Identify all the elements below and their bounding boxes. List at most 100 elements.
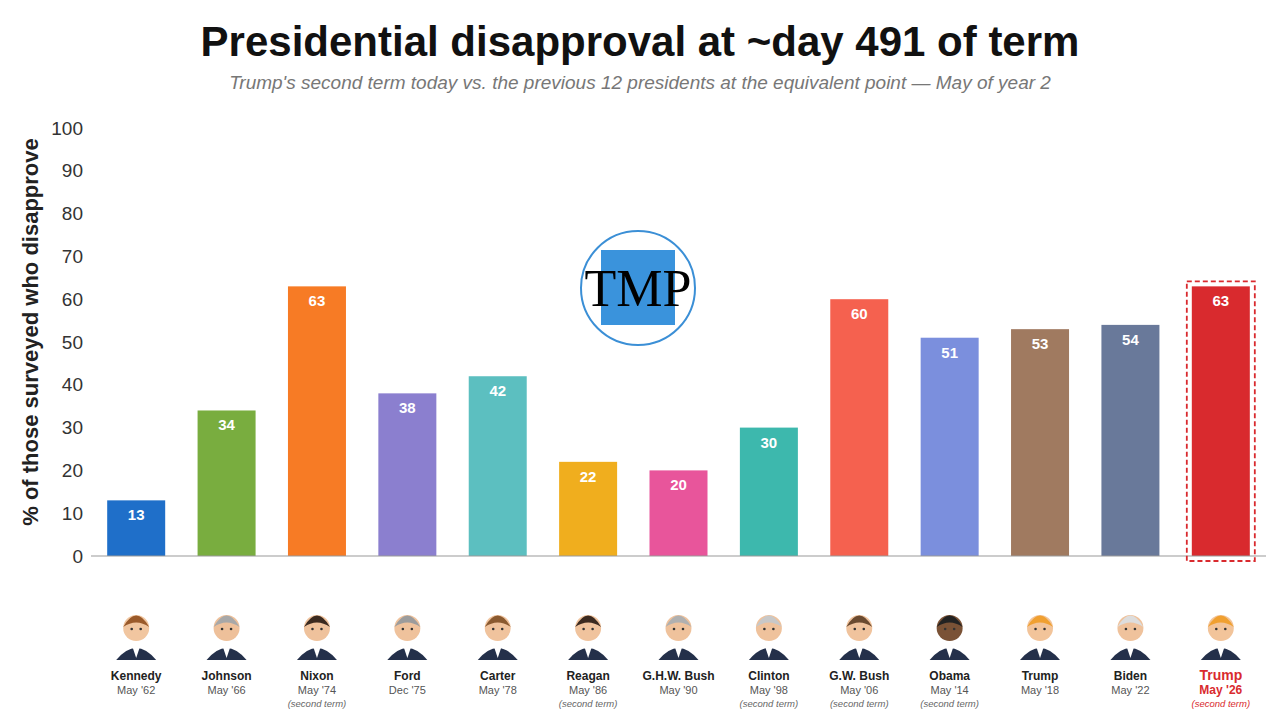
data-label: 13 bbox=[128, 506, 145, 523]
category-label: Trump bbox=[1022, 669, 1059, 683]
data-label: 54 bbox=[1122, 331, 1139, 348]
chart-svg: Presidential disapproval at ~day 491 of … bbox=[0, 0, 1280, 720]
y-tick-label: 70 bbox=[62, 246, 83, 267]
icon-eye bbox=[953, 628, 956, 631]
category-date: May '14 bbox=[931, 684, 969, 696]
icon-shirt bbox=[1217, 646, 1225, 658]
y-tick bbox=[85, 470, 89, 471]
data-label: 38 bbox=[399, 399, 416, 416]
bar bbox=[1101, 325, 1159, 556]
bar bbox=[198, 410, 256, 556]
y-tick bbox=[85, 427, 89, 428]
icon-eye bbox=[411, 628, 414, 631]
icon-eye bbox=[862, 628, 865, 631]
category-label: Clinton bbox=[748, 669, 789, 683]
category-note: (second term) bbox=[920, 698, 979, 709]
data-label: 42 bbox=[489, 382, 506, 399]
president-icon bbox=[387, 615, 427, 660]
category-date: May '06 bbox=[840, 684, 878, 696]
category-date: May '86 bbox=[569, 684, 607, 696]
chart-root: Presidential disapproval at ~day 491 of … bbox=[0, 0, 1280, 720]
icon-eye bbox=[501, 628, 504, 631]
category-date: May '62 bbox=[117, 684, 155, 696]
icon-head bbox=[756, 615, 782, 641]
category-date: May '98 bbox=[750, 684, 788, 696]
bar bbox=[1192, 286, 1250, 556]
icon-eye bbox=[763, 628, 766, 631]
icon-shirt bbox=[1036, 646, 1044, 658]
president-icon bbox=[116, 615, 156, 660]
icon-head bbox=[485, 615, 511, 641]
icon-head bbox=[214, 615, 240, 641]
y-tick bbox=[85, 299, 89, 300]
category-note: (second term) bbox=[740, 698, 799, 709]
icon-head bbox=[846, 615, 872, 641]
highlight-box bbox=[1187, 281, 1255, 561]
icon-eye bbox=[944, 628, 947, 631]
president-icon bbox=[1110, 615, 1150, 660]
icon-eye bbox=[1125, 628, 1128, 631]
y-tick-label: 30 bbox=[62, 417, 83, 438]
icon-hair bbox=[485, 616, 511, 628]
bar bbox=[830, 299, 888, 556]
icon-shirt bbox=[403, 646, 411, 658]
category-label: Biden bbox=[1114, 669, 1147, 683]
icon-eye bbox=[130, 628, 133, 631]
y-tick bbox=[85, 556, 89, 557]
icon-eye bbox=[591, 628, 594, 631]
icon-shirt bbox=[765, 646, 773, 658]
bar bbox=[740, 428, 798, 556]
icon-shirt bbox=[855, 646, 863, 658]
subtitle: Trump's second term today vs. the previo… bbox=[229, 72, 1051, 93]
icon-hair bbox=[756, 616, 782, 628]
category-note: (second term) bbox=[830, 698, 889, 709]
bar bbox=[107, 500, 165, 556]
data-label: 63 bbox=[309, 292, 326, 309]
data-label: 60 bbox=[851, 305, 868, 322]
bar bbox=[650, 470, 708, 556]
president-icon bbox=[1020, 615, 1060, 660]
icon-eye bbox=[582, 628, 585, 631]
y-tick-label: 100 bbox=[51, 118, 83, 139]
category-date: May '90 bbox=[659, 684, 697, 696]
data-label: 53 bbox=[1032, 335, 1049, 352]
icon-shirt bbox=[946, 646, 954, 658]
icon-eye bbox=[1134, 628, 1137, 631]
bar bbox=[921, 338, 979, 556]
y-tick bbox=[85, 170, 89, 171]
category-label: G.H.W. Bush bbox=[643, 669, 715, 683]
y-tick-label: 90 bbox=[62, 160, 83, 181]
data-label: 34 bbox=[218, 416, 235, 433]
icon-eye bbox=[311, 628, 314, 631]
icon-shirt bbox=[313, 646, 321, 658]
background bbox=[0, 0, 1280, 720]
icon-head bbox=[1117, 615, 1143, 641]
president-icon bbox=[1201, 615, 1241, 660]
x-axis-line bbox=[91, 555, 1266, 556]
icon-shirt bbox=[132, 646, 140, 658]
category-note: (second term) bbox=[288, 698, 347, 709]
category-date: May '66 bbox=[207, 684, 245, 696]
icon-eye bbox=[492, 628, 495, 631]
y-axis-title: % of those surveyed who disapprove bbox=[18, 138, 43, 526]
category-label: Johnson bbox=[202, 669, 252, 683]
icon-eye bbox=[682, 628, 685, 631]
data-label: 30 bbox=[761, 434, 778, 451]
icon-eye bbox=[230, 628, 233, 631]
president-icon bbox=[297, 615, 337, 660]
icon-eye bbox=[853, 628, 856, 631]
icon-head bbox=[1027, 615, 1053, 641]
icon-eye bbox=[402, 628, 405, 631]
y-tick-label: 60 bbox=[62, 289, 83, 310]
category-label: Trump bbox=[1199, 667, 1242, 683]
icon-eye bbox=[1224, 628, 1227, 631]
bar bbox=[559, 462, 617, 556]
y-tick bbox=[85, 213, 89, 214]
bar bbox=[469, 376, 527, 556]
y-tick-label: 0 bbox=[72, 546, 83, 567]
data-label: 63 bbox=[1212, 292, 1229, 309]
icon-shirt bbox=[223, 646, 231, 658]
icon-eye bbox=[673, 628, 676, 631]
category-label: Kennedy bbox=[111, 669, 162, 683]
title: Presidential disapproval at ~day 491 of … bbox=[201, 18, 1080, 65]
